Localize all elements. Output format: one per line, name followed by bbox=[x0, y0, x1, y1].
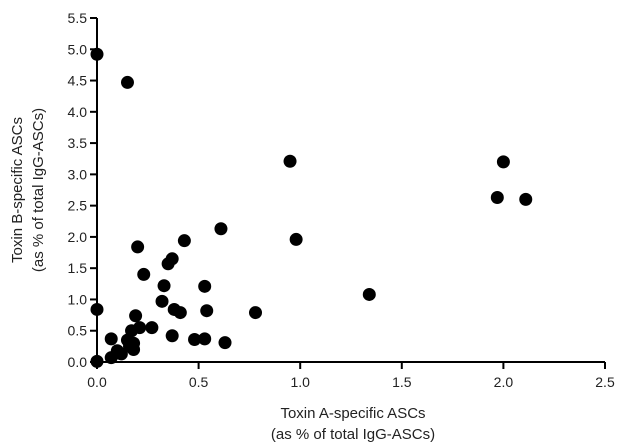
data-point bbox=[490, 191, 504, 205]
data-point bbox=[133, 321, 147, 335]
y-axis-title-line2: (as % of total IgG-ASCs) bbox=[30, 108, 47, 272]
data-point bbox=[496, 155, 510, 169]
data-point bbox=[104, 332, 118, 346]
y-tick-label: 2.5 bbox=[68, 198, 88, 214]
y-tick-label: 2.0 bbox=[68, 229, 88, 245]
data-point bbox=[198, 279, 212, 293]
data-point bbox=[248, 306, 262, 320]
data-point bbox=[165, 329, 179, 343]
x-ticks: 0.0 0.5 1.0 1.5 2.0 2.5 bbox=[87, 362, 615, 390]
data-point bbox=[165, 252, 179, 266]
y-tick-label: 1.5 bbox=[68, 260, 88, 276]
x-tick-label: 0.0 bbox=[87, 374, 107, 390]
data-points bbox=[90, 47, 533, 368]
y-tick-label: 5.5 bbox=[68, 10, 88, 26]
x-tick-label: 2.0 bbox=[494, 374, 514, 390]
data-point bbox=[157, 279, 171, 293]
data-point bbox=[289, 232, 303, 246]
data-point bbox=[214, 222, 228, 236]
data-point bbox=[127, 336, 141, 350]
y-tick-label: 3.0 bbox=[68, 166, 88, 182]
x-tick-label: 1.5 bbox=[392, 374, 412, 390]
data-point bbox=[145, 321, 159, 335]
data-point bbox=[90, 47, 104, 61]
data-point bbox=[131, 240, 145, 254]
data-point bbox=[177, 234, 191, 248]
y-tick-label: 4.0 bbox=[68, 104, 88, 120]
data-point bbox=[362, 287, 376, 301]
data-point bbox=[198, 332, 212, 346]
x-axis-title-line2: (as % of total IgG-ASCs) bbox=[271, 426, 435, 443]
data-point bbox=[188, 332, 202, 346]
x-tick-label: 1.0 bbox=[290, 374, 310, 390]
data-point bbox=[120, 75, 134, 89]
y-tick-label: 3.5 bbox=[68, 135, 88, 151]
data-point bbox=[129, 309, 143, 323]
x-tick-label: 2.5 bbox=[595, 374, 615, 390]
data-point bbox=[155, 294, 169, 308]
data-point bbox=[90, 354, 104, 368]
y-axis-title-line1: Toxin B-specific ASCs bbox=[9, 117, 26, 263]
y-tick-label: 0.5 bbox=[68, 323, 88, 339]
y-tick-label: 5.0 bbox=[68, 41, 88, 57]
data-point bbox=[137, 267, 151, 281]
data-point bbox=[283, 154, 297, 168]
y-tick-label: 4.5 bbox=[68, 73, 88, 89]
data-point bbox=[90, 302, 104, 316]
data-point bbox=[519, 192, 533, 206]
data-point bbox=[200, 304, 214, 318]
data-point bbox=[173, 306, 187, 320]
data-point bbox=[218, 336, 232, 350]
y-tick-label: 0.0 bbox=[68, 354, 88, 370]
x-tick-label: 0.5 bbox=[189, 374, 209, 390]
y-tick-label: 1.0 bbox=[68, 291, 88, 307]
y-ticks: 0.0 0.5 1.0 1.5 2.0 2.5 3.0 3.5 4.0 4.5 5.0 5.5 bbox=[68, 10, 97, 370]
x-axis-title-line1: Toxin A-specific ASCs bbox=[280, 405, 425, 422]
